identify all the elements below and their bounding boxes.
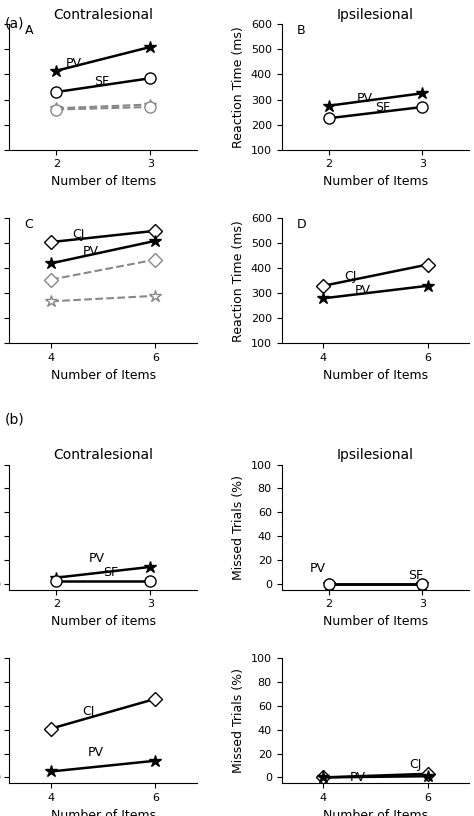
Text: C: C [25, 219, 33, 231]
Text: A: A [25, 24, 33, 38]
Text: (a): (a) [5, 16, 24, 30]
Text: CJ: CJ [82, 706, 95, 718]
X-axis label: Number of Items: Number of Items [323, 175, 428, 188]
Text: SF: SF [375, 100, 391, 113]
X-axis label: Number of Items: Number of Items [51, 369, 156, 382]
Y-axis label: Reaction Time (ms): Reaction Time (ms) [232, 26, 245, 148]
X-axis label: Number of Items: Number of Items [323, 809, 428, 816]
Text: D: D [297, 219, 306, 231]
Text: CJ: CJ [410, 758, 422, 771]
Text: SF: SF [103, 566, 118, 579]
X-axis label: Number of items: Number of items [51, 614, 156, 628]
Text: B: B [297, 24, 305, 38]
Title: Ipsilesional: Ipsilesional [337, 8, 414, 22]
Title: Contralesional: Contralesional [53, 448, 153, 462]
Text: PV: PV [310, 561, 326, 574]
Title: Ipsilesional: Ipsilesional [337, 448, 414, 462]
X-axis label: Number of Items: Number of Items [323, 614, 428, 628]
X-axis label: Number of Items: Number of Items [51, 809, 156, 816]
X-axis label: Number of Items: Number of Items [51, 175, 156, 188]
Text: PV: PV [349, 771, 365, 784]
X-axis label: Number of Items: Number of Items [323, 369, 428, 382]
Text: SF: SF [94, 74, 109, 87]
Text: PV: PV [89, 552, 105, 565]
Text: PV: PV [88, 746, 104, 759]
Text: PV: PV [82, 245, 99, 258]
Text: CJ: CJ [344, 269, 356, 282]
Text: PV: PV [356, 92, 373, 105]
Text: (b): (b) [5, 412, 25, 426]
Y-axis label: Missed Trials (%): Missed Trials (%) [232, 668, 246, 774]
Text: PV: PV [66, 57, 82, 70]
Text: CJ: CJ [72, 228, 84, 242]
Text: PV: PV [355, 284, 371, 297]
Text: SF: SF [408, 569, 423, 582]
Title: Contralesional: Contralesional [53, 8, 153, 22]
Y-axis label: Reaction Time (ms): Reaction Time (ms) [232, 220, 245, 342]
Y-axis label: Missed Trials (%): Missed Trials (%) [232, 475, 246, 579]
